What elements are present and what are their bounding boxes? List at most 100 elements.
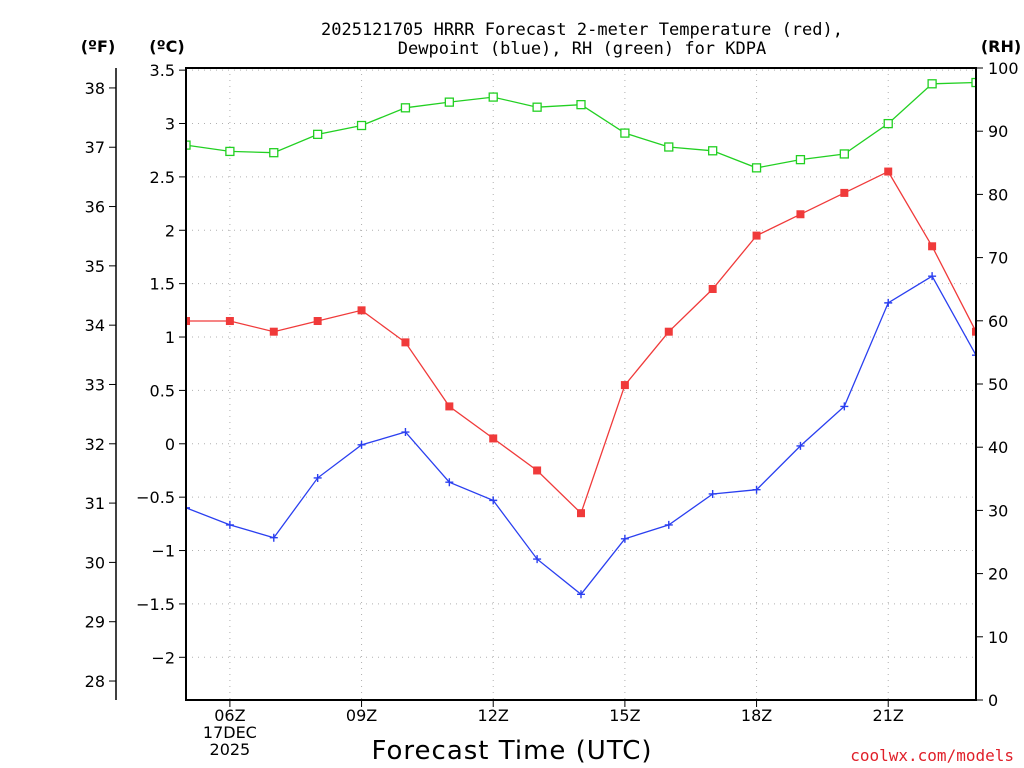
- rh-tick-label: 0: [988, 691, 998, 710]
- rh-point: [971, 77, 976, 88]
- rh-tick-label: 50: [988, 375, 1008, 394]
- x-tick-label: 18Z: [741, 706, 772, 725]
- data-series: [186, 77, 976, 599]
- temperature-point: [269, 327, 278, 336]
- celsius-tick-label: −0.5: [136, 488, 175, 507]
- dewpoint-point: [972, 351, 976, 360]
- dewpoint-point: [752, 485, 761, 494]
- dewpoint-point: [445, 478, 454, 487]
- rh-point: [400, 103, 411, 113]
- temperature-point: [225, 317, 234, 326]
- rh-point: [576, 100, 586, 110]
- chart-title-line2: Dewpoint (blue), RH (green) for KDPA: [398, 39, 766, 59]
- rh-tick-label: 40: [988, 438, 1008, 457]
- dewpoint-point: [796, 441, 805, 450]
- x-tick-label: 17DEC: [203, 723, 257, 742]
- rh-point: [751, 163, 762, 173]
- temperature-point: [445, 402, 454, 411]
- fahrenheit-tick-label: 29: [85, 613, 105, 632]
- rh-point: [883, 118, 893, 129]
- dewpoint-point: [225, 520, 234, 529]
- temperature-point: [884, 167, 893, 176]
- dewpoint-point: [186, 503, 190, 512]
- temperature-point: [752, 231, 761, 240]
- fahrenheit-tick-label: 32: [85, 435, 105, 454]
- fahrenheit-tick-label: 33: [85, 375, 105, 394]
- gridlines: [186, 68, 976, 700]
- credit-text: coolwx.com/models: [850, 746, 1014, 765]
- temperature-point: [972, 327, 976, 336]
- rh-tick-label: 100: [988, 59, 1019, 78]
- celsius-tick-label: 2.5: [150, 168, 175, 187]
- celsius-axis-label: (ºC): [149, 37, 184, 56]
- celsius-tick-label: 1: [165, 328, 175, 347]
- x-tick-label: 09Z: [346, 706, 377, 725]
- fahrenheit-tick-label: 28: [85, 672, 105, 691]
- temperature-point: [577, 509, 585, 518]
- x-tick-label: 21Z: [873, 706, 904, 725]
- rh-point: [795, 154, 806, 165]
- x-axis-title: Forecast Time (UTC): [371, 736, 652, 766]
- rh-point: [927, 79, 937, 89]
- celsius-tick-label: 2: [165, 221, 175, 240]
- celsius-tick-label: 3.5: [150, 61, 175, 80]
- celsius-tick-label: −1.5: [136, 595, 175, 614]
- rh-tick-label: 20: [988, 565, 1008, 584]
- rh-axis: 0 10 20 30 40 50 60 70 80 90 100: [976, 59, 1019, 710]
- dewpoint-point: [840, 402, 849, 411]
- rh-point: [444, 97, 454, 107]
- rh-tick-label: 70: [988, 249, 1008, 268]
- temperature-point: [489, 434, 498, 443]
- dewpoint-point: [928, 272, 937, 281]
- dewpoint-point: [620, 534, 629, 543]
- fahrenheit-tick-label: 30: [85, 553, 105, 572]
- celsius-tick-label: 3: [165, 115, 175, 134]
- rh-tick-label: 80: [988, 185, 1008, 204]
- temperature-point: [313, 317, 322, 326]
- rh-axis-label: (RH): [981, 37, 1021, 56]
- chart-title-line1: 2025121705 HRRR Forecast 2-meter Tempera…: [321, 20, 843, 40]
- rh-tick-label: 90: [988, 122, 1008, 141]
- dewpoint-point: [708, 489, 717, 498]
- x-tick-label: 15Z: [609, 706, 640, 725]
- temperature-point: [840, 188, 849, 197]
- fahrenheit-tick-label: 31: [85, 494, 105, 513]
- rh-point: [356, 120, 367, 131]
- chart-title: 2025121705 HRRR Forecast 2-meter Tempera…: [321, 20, 843, 59]
- temperature-point: [928, 242, 937, 251]
- x-tick-label: 2025: [210, 740, 251, 759]
- celsius-tick-label: −1: [151, 542, 175, 561]
- fahrenheit-axis-label: (ºF): [81, 37, 116, 56]
- rh-tick-label: 60: [988, 312, 1008, 331]
- rh-point: [664, 142, 674, 152]
- temperature-point: [664, 327, 673, 336]
- temperature-point: [708, 284, 717, 293]
- dewpoint-point: [401, 428, 410, 437]
- dewpoint-point: [577, 590, 585, 599]
- rh-point: [269, 148, 279, 158]
- celsius-tick-label: 1.5: [150, 275, 175, 294]
- rh-tick-label: 30: [988, 501, 1008, 520]
- fahrenheit-tick-label: 37: [85, 138, 105, 157]
- fahrenheit-tick-label: 34: [85, 316, 105, 335]
- rh-point: [708, 146, 718, 156]
- dewpoint-point: [313, 473, 322, 482]
- rh-point: [225, 146, 235, 157]
- temperature-line: [186, 170, 976, 515]
- rh-line: [186, 81, 976, 169]
- x-tick-label: 06Z: [214, 706, 245, 725]
- dewpoint-point: [884, 298, 893, 307]
- plot-frame: [185, 67, 977, 701]
- temperature-point: [620, 381, 629, 390]
- temperature-point: [533, 466, 542, 475]
- dewpoint-point: [664, 520, 673, 529]
- series-group: [186, 77, 976, 599]
- celsius-tick-label: 0.5: [150, 381, 175, 400]
- rh-point: [839, 149, 849, 159]
- celsius-axis: 3.5 3 2.5 2 1.5 1 0.5 0 −0.5 −1 −1.5 −2: [136, 61, 186, 667]
- temperature-point: [186, 317, 190, 326]
- fahrenheit-tick-label: 36: [85, 198, 105, 217]
- dewpoint-point: [269, 533, 278, 542]
- dewpoint-point: [357, 440, 366, 449]
